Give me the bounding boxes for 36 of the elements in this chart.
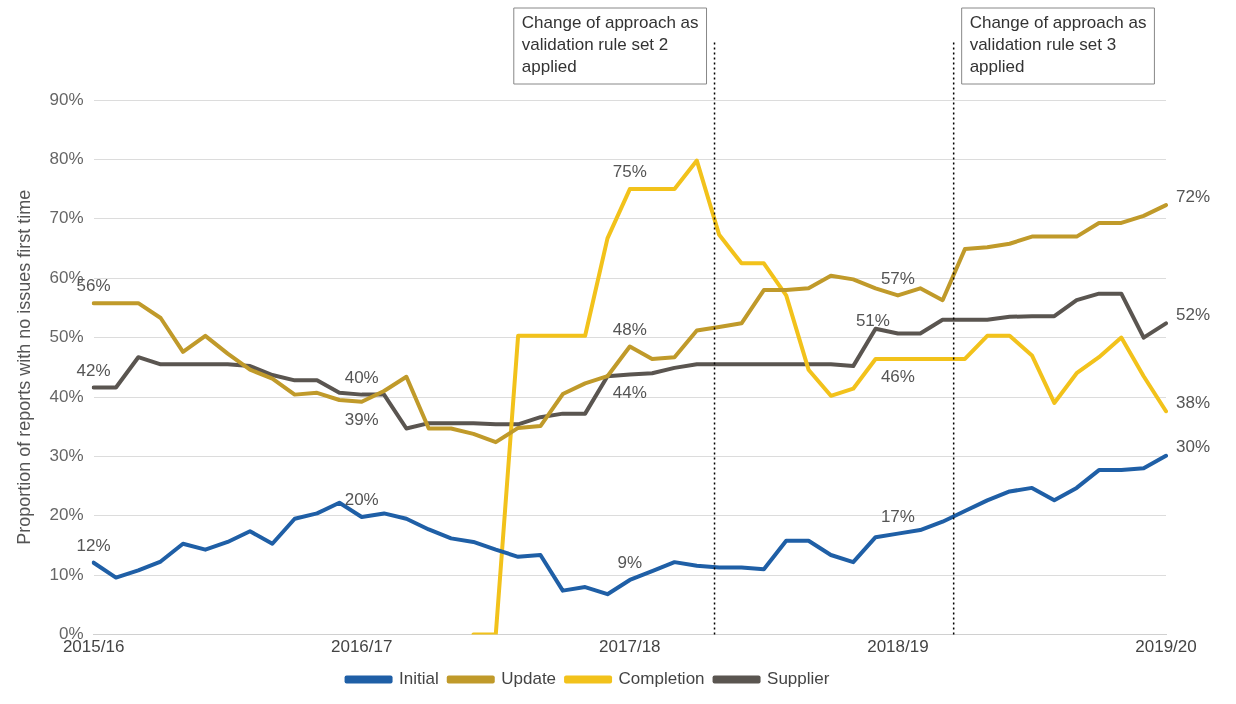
data-label: 30% xyxy=(1176,437,1211,457)
y-tick-label: 80% xyxy=(49,149,84,169)
data-label: 72% xyxy=(1176,186,1211,206)
y-tick-label: 70% xyxy=(49,208,84,228)
data-label: 46% xyxy=(880,367,915,387)
data-label: 38% xyxy=(1176,392,1211,412)
data-label: 17% xyxy=(880,506,915,526)
data-label: 40% xyxy=(344,367,379,387)
data-label: 75% xyxy=(612,162,647,182)
legend-label: Supplier xyxy=(767,669,830,689)
legend-label: Initial xyxy=(399,669,439,689)
y-tick-label: 90% xyxy=(49,89,84,109)
data-label: 44% xyxy=(612,382,647,402)
x-tick-label: 2016/17 xyxy=(330,637,393,657)
x-tick-label: 2018/19 xyxy=(867,637,929,657)
text: Change of approach as validation rule set 2 applied xyxy=(521,13,699,77)
y-tick-label: 20% xyxy=(49,505,84,525)
data-label: 42% xyxy=(76,360,111,380)
data-label: 39% xyxy=(344,409,379,429)
data-label: 51% xyxy=(855,311,890,331)
legend-label: Completion xyxy=(618,669,705,689)
data-label: 9% xyxy=(617,553,643,573)
y-tick-label: 10% xyxy=(49,564,84,584)
data-label: 12% xyxy=(76,535,111,555)
text: Change of approach as validation rule set 3 applied xyxy=(969,13,1147,77)
y-tick-label: 40% xyxy=(49,386,84,406)
legend-label: Update xyxy=(501,669,557,689)
y-tick-label: 50% xyxy=(49,327,84,347)
y-tick-label: 30% xyxy=(49,446,84,466)
data-label: 52% xyxy=(1176,305,1211,325)
x-tick-label: 2017/18 xyxy=(599,637,661,657)
x-tick-label: 2019/20 xyxy=(1135,637,1197,657)
data-label: 48% xyxy=(612,319,647,339)
data-label: 20% xyxy=(344,490,379,510)
data-label: 57% xyxy=(880,268,915,288)
y-axis-title: Proportion of reports with no issues first time xyxy=(13,189,34,545)
